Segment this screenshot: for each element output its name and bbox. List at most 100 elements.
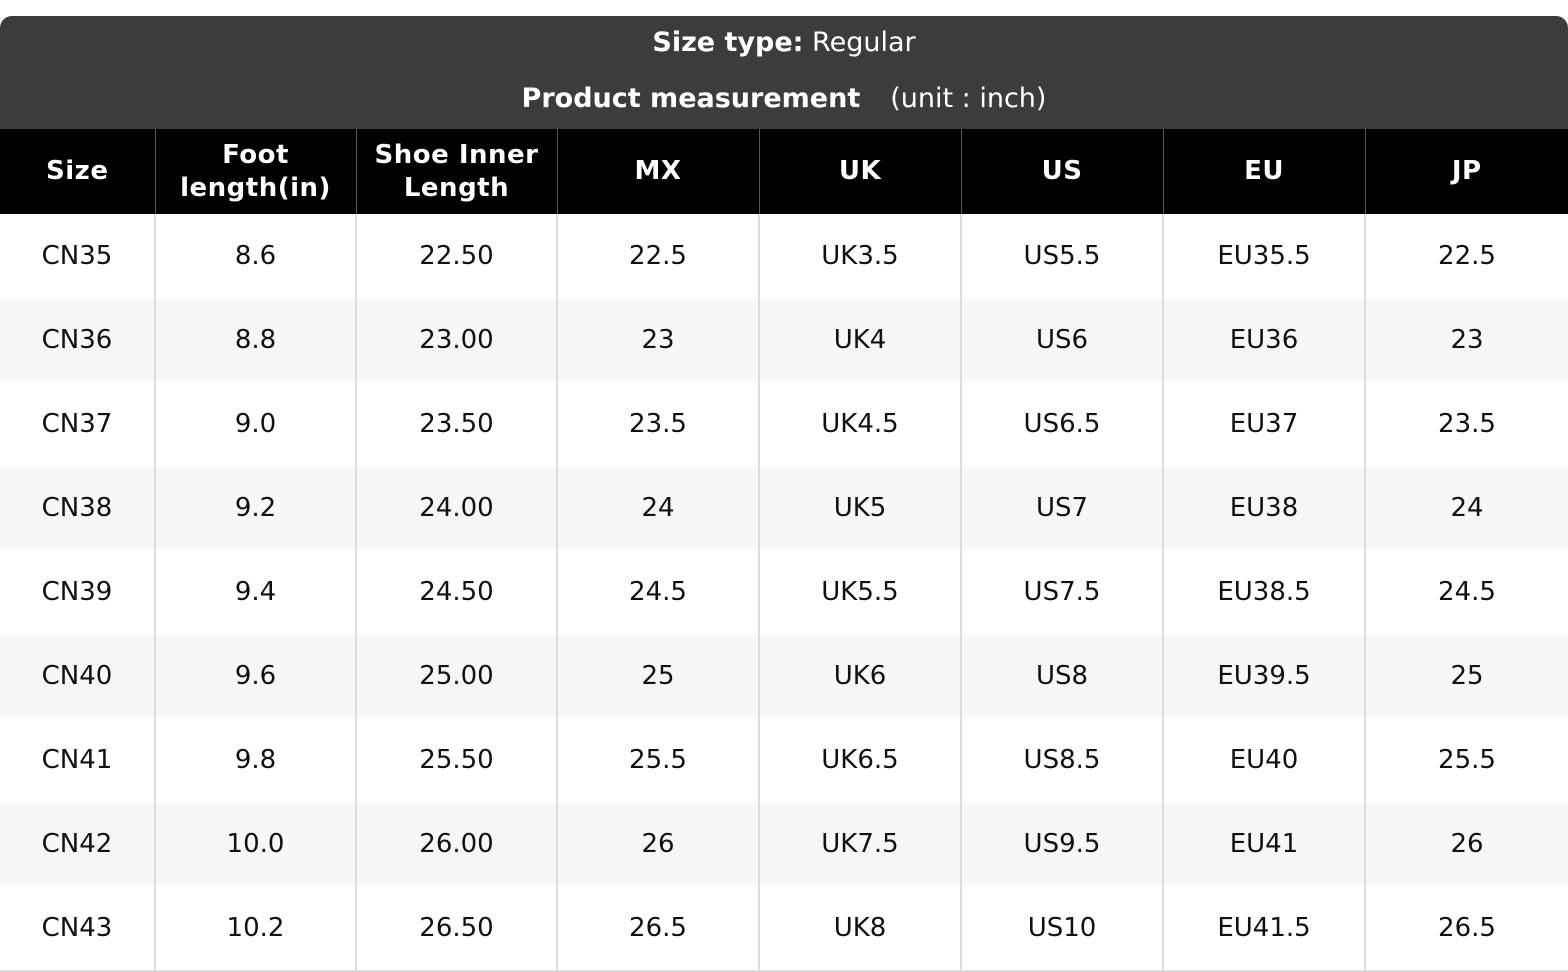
- table-cell: UK3.5: [758, 214, 961, 298]
- table-cell: 23: [1364, 298, 1568, 382]
- table-cell: CN37: [41, 409, 113, 439]
- table-head: Size Foot length(in) Shoe Inner Length MX UK…: [0, 129, 1568, 214]
- table-cell: 24: [556, 466, 759, 550]
- table-cell: 10.2: [154, 886, 356, 972]
- table-cell: EU37: [1162, 382, 1365, 466]
- table-cell: 8.8: [154, 298, 356, 382]
- size-chart: Size type: Regular Product measurement (u…: [0, 16, 1568, 972]
- table-cell: 24: [1364, 466, 1568, 550]
- table-cell: 25.5: [1364, 718, 1568, 802]
- table-cell: 25.5: [556, 718, 759, 802]
- table-cell: US5.5: [960, 214, 1163, 298]
- table-cell: 23.5: [556, 382, 759, 466]
- table-cell: EU36: [1162, 298, 1365, 382]
- table-cell: 23.00: [355, 298, 557, 382]
- table-cell: CN36: [0, 298, 155, 382]
- table-cell: 24.00: [355, 466, 557, 550]
- column-header: UK: [758, 129, 961, 214]
- table-cell: CN41: [41, 745, 113, 775]
- table-cell: UK6.5: [758, 718, 961, 802]
- table-cell: UK5.5: [758, 550, 961, 634]
- table-cell: 26: [556, 802, 759, 886]
- table-body: CN35 8.6 22.50 22.5 UK3.5 US5.5 EU35.5 22.5 CN36…: [0, 214, 1568, 972]
- table-cell: 26: [1364, 802, 1568, 886]
- table-cell: US10: [960, 886, 1163, 972]
- table-cell: 23.5: [1364, 382, 1568, 466]
- column-header: MX: [556, 129, 759, 214]
- table-row: CN43 10.2 26.50 26.5 UK8 US10 EU41.5 26.5: [0, 886, 1568, 972]
- column-header: US: [960, 129, 1163, 214]
- table-cell: 22.5: [556, 214, 759, 298]
- table-cell: US7: [960, 466, 1163, 550]
- table-cell: CN42: [0, 802, 155, 886]
- table-cell: 9.4: [154, 550, 356, 634]
- table-cell: UK8: [758, 886, 961, 972]
- table-cell: US9.5: [960, 802, 1163, 886]
- table-cell: UK4.5: [758, 382, 961, 466]
- table-cell: EU41.5: [1162, 886, 1365, 972]
- table-cell: 10.0: [154, 802, 356, 886]
- table-cell: UK5: [758, 466, 961, 550]
- table-cell: 25.50: [355, 718, 557, 802]
- column-header: Shoe Inner Length: [355, 129, 557, 214]
- table-cell: 25.00: [355, 634, 557, 718]
- table-cell: 9.6: [154, 634, 356, 718]
- table-cell: 24.5: [1364, 550, 1568, 634]
- size-type-label: Size type:: [652, 27, 804, 58]
- table-cell: 24.50: [355, 550, 557, 634]
- table-cell: 26.5: [1364, 886, 1568, 972]
- table-cell: US6: [960, 298, 1163, 382]
- table-row: CN37 9.0 23.50 23.5 UK4.5 US6.5 EU37 23.5: [0, 382, 1568, 466]
- table-cell: 25: [556, 634, 759, 718]
- size-table: Size Foot length(in) Shoe Inner Length MX UK…: [0, 129, 1568, 972]
- unit: (unit : inch): [890, 83, 1047, 114]
- column-header: JP: [1364, 129, 1568, 214]
- table-cell: UK6: [758, 634, 961, 718]
- chart-header: Size type: Regular Product measurement (u…: [0, 16, 1568, 129]
- measurement-line: Product measurement (unit : inch): [0, 82, 1568, 116]
- table-cell: 8.6: [154, 214, 356, 298]
- table-cell: 26.5: [556, 886, 759, 972]
- table-cell: EU38: [1162, 466, 1365, 550]
- table-cell: 23: [556, 298, 759, 382]
- table-row: CN39 9.4 24.50 24.5 UK5.5 US7.5 EU38.5 24.5: [0, 550, 1568, 634]
- table-cell: 25: [1364, 634, 1568, 718]
- table-row: CN41 9.8 25.50 25.5 UK6.5 US8.5 EU40 25.5: [0, 718, 1568, 802]
- table-cell: 23.50: [355, 382, 557, 466]
- table-cell: US6.5: [960, 382, 1163, 466]
- header-row: Size Foot length(in) Shoe Inner Length MX UK…: [0, 129, 1568, 214]
- table-cell: US8.5: [960, 718, 1163, 802]
- table-cell: CN39: [41, 577, 113, 607]
- table-cell: EU40: [1162, 718, 1365, 802]
- table-cell: 9.0: [154, 382, 356, 466]
- table-cell: US7.5: [960, 550, 1163, 634]
- table-cell: UK7.5: [758, 802, 961, 886]
- table-cell: EU35.5: [1162, 214, 1365, 298]
- table-row: CN36 8.8 23.00 23 UK4 US6 EU36 23: [0, 298, 1568, 382]
- column-header: Size: [0, 129, 155, 214]
- table-cell: 24.5: [556, 550, 759, 634]
- table-cell: CN35: [41, 241, 113, 271]
- table-row: CN38 9.2 24.00 24 UK5 US7 EU38 24: [0, 466, 1568, 550]
- column-header: EU: [1162, 129, 1365, 214]
- size-type: Regular: [812, 27, 916, 58]
- table-cell: 9.8: [154, 718, 356, 802]
- table-cell: 26.00: [355, 802, 557, 886]
- table-row: CN35 8.6 22.50 22.5 UK3.5 US5.5 EU35.5 22.5: [0, 214, 1568, 298]
- table-row: CN40 9.6 25.00 25 UK6 US8 EU39.5 25: [0, 634, 1568, 718]
- table-cell: UK4: [758, 298, 961, 382]
- table-cell: EU38.5: [1162, 550, 1365, 634]
- table-cell: 9.2: [154, 466, 356, 550]
- table-cell: EU41: [1162, 802, 1365, 886]
- table-cell: US8: [960, 634, 1163, 718]
- table-cell: EU39.5: [1162, 634, 1365, 718]
- measurement-label: Product measurement: [521, 83, 861, 114]
- table-row: CN42 10.0 26.00 26 UK7.5 US9.5 EU41 26: [0, 802, 1568, 886]
- table-cell: CN38: [0, 466, 155, 550]
- table-cell: CN43: [0, 886, 155, 972]
- table-cell: 22.5: [1364, 214, 1568, 298]
- table-cell: CN40: [0, 634, 155, 718]
- table-cell: 22.50: [355, 214, 557, 298]
- table-cell: 26.50: [355, 886, 557, 972]
